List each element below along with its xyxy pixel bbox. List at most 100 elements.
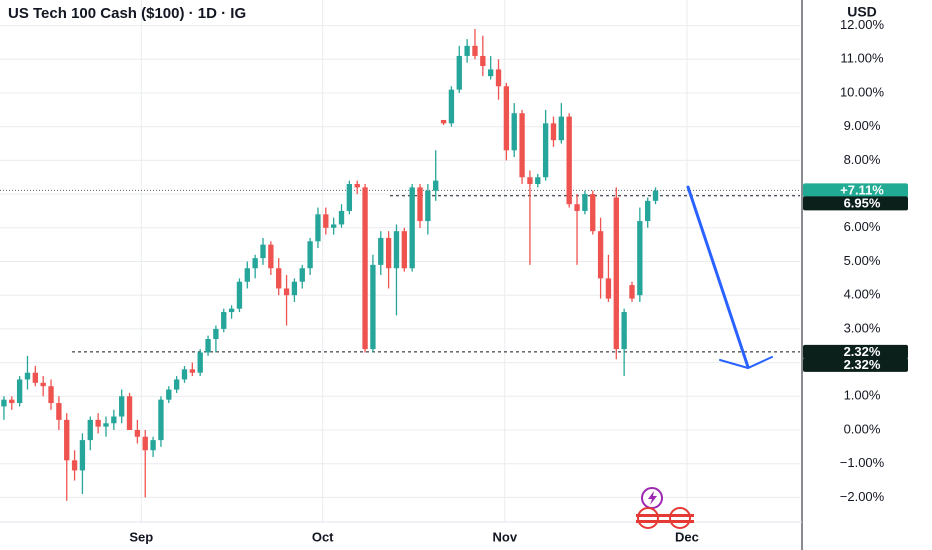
price-badge (803, 196, 908, 211)
icon-stripe (636, 514, 694, 517)
candle-body (582, 194, 588, 211)
candle-body (558, 116, 565, 141)
y-tick-label: 4.00% (844, 287, 881, 302)
candle-body (87, 419, 93, 441)
candle-body (354, 183, 360, 188)
candle-body (40, 382, 46, 387)
candle-body (613, 197, 619, 350)
candle-body (511, 113, 517, 151)
price-badge (803, 183, 908, 198)
y-tick-label: 1.00% (844, 388, 881, 403)
y-tick-label: 3.00% (844, 320, 881, 335)
candles (1, 28, 659, 501)
candle-body (645, 200, 651, 222)
candle-body (71, 460, 78, 471)
candle-body (134, 430, 141, 437)
candle-body (440, 119, 447, 124)
candle-body (236, 281, 243, 309)
candle-body (173, 379, 180, 390)
candle-body (213, 328, 219, 340)
candle-body (291, 281, 298, 296)
candle-body (32, 372, 38, 383)
candle-body (252, 258, 258, 269)
price-lines (0, 189, 800, 353)
candle-body (119, 396, 125, 417)
candle-body (409, 187, 415, 269)
candle-body (205, 339, 211, 353)
candle-body (346, 183, 353, 211)
candle-body (527, 177, 533, 184)
price-badge-label: 2.32% (844, 357, 881, 372)
candle-body (385, 237, 392, 269)
x-tick-label: Dec (675, 529, 699, 544)
candle-body (24, 372, 31, 380)
candle-body (197, 352, 203, 373)
candle-body (542, 123, 549, 178)
candle-body (244, 268, 250, 282)
labels: −2.00%−1.00%0.00%1.00%2.00%3.00%4.00%5.0… (129, 17, 908, 544)
candle-body (330, 224, 337, 228)
y-tick-label: 12.00% (840, 17, 885, 32)
x-tick-label: Oct (312, 529, 334, 544)
candle-body (597, 231, 604, 279)
economic-event-icon[interactable] (669, 507, 691, 529)
candle-body (150, 440, 156, 451)
candle-body (425, 190, 431, 222)
candle-body (111, 416, 117, 424)
candle-body (480, 55, 486, 67)
candle-body (652, 190, 659, 201)
candle-body (315, 214, 321, 242)
candle-body (433, 180, 439, 191)
candle-body (276, 268, 282, 289)
chart-title: US Tech 100 Cash ($100) · 1D · IG (8, 5, 246, 22)
forecast-arrow (686, 185, 773, 370)
candle-body (95, 419, 101, 427)
candle-body (126, 396, 133, 431)
icon-stripe (636, 520, 694, 523)
candle-body (519, 113, 525, 178)
y-tick-label: 0.00% (844, 421, 881, 436)
candle-body (64, 419, 70, 461)
candle-body (566, 116, 572, 205)
arrow-shaft (686, 185, 750, 369)
grid (0, 0, 800, 522)
y-tick-label: −1.00% (840, 455, 885, 470)
x-tick-label: Sep (129, 529, 153, 544)
candle-body (142, 436, 148, 451)
event-icons[interactable] (636, 487, 694, 529)
y-tick-label: 5.00% (844, 253, 881, 268)
candle-body (158, 399, 164, 441)
y-tick-label: 9.00% (844, 118, 881, 133)
candle-body (535, 177, 541, 184)
candle-body (260, 244, 266, 259)
candle-body (503, 86, 510, 151)
y-tick-label: 6.00% (844, 219, 881, 234)
price-badge (803, 357, 908, 372)
price-badge-label: 2.32% (844, 344, 881, 359)
economic-event-icon[interactable] (637, 507, 659, 529)
candle-body (448, 89, 455, 124)
candle-body (362, 187, 368, 350)
candle-body (221, 312, 227, 329)
candle-body (370, 264, 376, 350)
candle-body (590, 194, 596, 232)
candle-body (268, 244, 274, 269)
candle-body (48, 386, 54, 404)
candle-body (629, 285, 635, 299)
candle-body (299, 268, 305, 282)
candle-body (637, 221, 643, 296)
candle-body (495, 69, 502, 87)
candle-body (79, 440, 86, 471)
candle-body (378, 237, 384, 265)
candle-body (323, 214, 329, 228)
candle-body (283, 288, 290, 296)
candle-body (621, 312, 627, 350)
candle-body (307, 241, 313, 269)
candle-body (1, 399, 7, 407)
candle-body (56, 403, 62, 420)
candle-body (417, 187, 423, 222)
arrow-head (719, 356, 773, 370)
candle-body (464, 45, 470, 56)
